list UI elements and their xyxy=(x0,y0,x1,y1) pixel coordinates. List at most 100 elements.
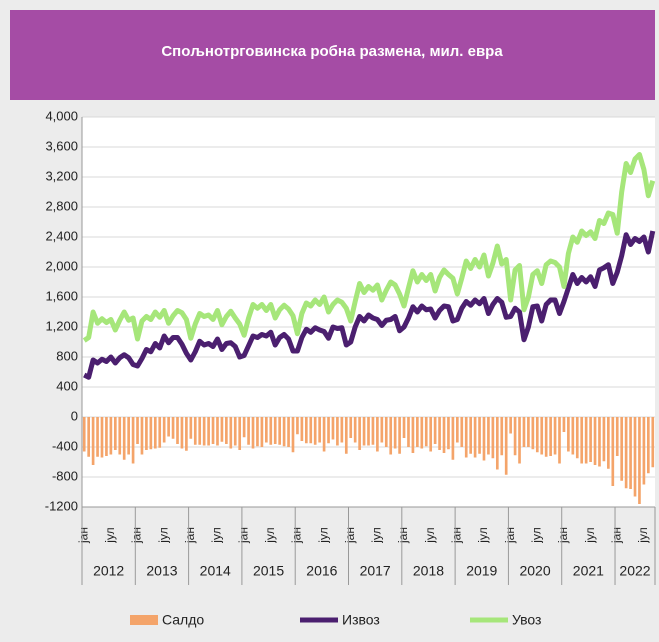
bar xyxy=(251,417,255,449)
bar xyxy=(389,417,393,455)
line xyxy=(83,230,656,380)
bar xyxy=(282,417,286,447)
bar xyxy=(340,417,344,443)
bar xyxy=(207,417,210,446)
x-tick-label: јул xyxy=(156,527,170,543)
bar xyxy=(629,417,632,489)
bar xyxy=(602,417,606,462)
bar xyxy=(180,417,184,449)
bar xyxy=(624,417,628,489)
bar xyxy=(380,417,384,443)
x-tick-label: јан xyxy=(236,527,250,544)
bar xyxy=(620,417,624,481)
bar xyxy=(327,417,330,444)
bar xyxy=(273,417,277,444)
bar xyxy=(553,417,557,455)
bar xyxy=(540,417,544,455)
y-tick-label: 800 xyxy=(56,348,78,363)
x-tick-label: јан xyxy=(76,527,90,544)
bar xyxy=(278,417,281,445)
bar xyxy=(313,417,317,445)
bar xyxy=(318,417,321,443)
bar xyxy=(451,417,455,460)
bar xyxy=(211,417,215,444)
bar xyxy=(371,417,375,445)
bar xyxy=(558,417,561,464)
bar xyxy=(287,417,290,447)
bar xyxy=(593,417,597,465)
bar xyxy=(167,417,170,437)
bar xyxy=(265,417,268,443)
bar xyxy=(216,417,219,446)
bar xyxy=(198,417,202,445)
bar xyxy=(176,417,179,444)
bar xyxy=(495,417,499,470)
y-tick-label: 0 xyxy=(71,408,78,423)
bar xyxy=(82,417,86,452)
legend-label: Салдо xyxy=(162,612,204,628)
bar xyxy=(376,417,379,452)
bar xyxy=(500,417,504,456)
bar xyxy=(544,417,548,457)
bar xyxy=(189,417,193,439)
bar xyxy=(433,417,437,444)
bar xyxy=(193,417,197,445)
bar xyxy=(91,417,95,465)
bar xyxy=(611,417,615,486)
x-tick-label: јан xyxy=(609,527,623,544)
bar xyxy=(322,417,326,452)
bar xyxy=(162,417,166,443)
bar xyxy=(598,417,601,467)
bar xyxy=(549,417,552,456)
bar xyxy=(238,417,242,450)
bar xyxy=(229,417,233,449)
bar xyxy=(429,417,433,452)
bar xyxy=(580,417,584,464)
bar xyxy=(349,417,353,438)
bar xyxy=(469,417,472,454)
bar xyxy=(584,417,588,464)
x-tick-label: јул xyxy=(210,527,224,543)
x-tick-label: јан xyxy=(130,527,144,544)
bar xyxy=(296,417,299,435)
x-tick-label: јан xyxy=(290,527,304,544)
bar xyxy=(127,417,130,455)
y-tick-label: -800 xyxy=(52,468,78,483)
bar xyxy=(149,417,153,450)
x-tick-label: јан xyxy=(343,527,357,544)
year-label: 2018 xyxy=(413,563,444,579)
y-tick-label: -1200 xyxy=(45,498,78,513)
bar xyxy=(571,417,575,455)
bar xyxy=(504,417,508,475)
bar xyxy=(460,417,464,447)
bar xyxy=(393,417,397,449)
bar xyxy=(509,417,512,434)
bar xyxy=(642,417,646,485)
bar xyxy=(367,417,370,446)
bar xyxy=(158,417,162,448)
bar xyxy=(220,417,224,442)
bar xyxy=(100,417,104,458)
bar xyxy=(478,417,481,454)
year-label: 2022 xyxy=(619,563,650,579)
bar xyxy=(633,417,637,497)
bar xyxy=(331,417,335,440)
bar xyxy=(491,417,495,459)
bar xyxy=(420,417,424,449)
bar xyxy=(651,417,655,468)
bar xyxy=(416,417,419,447)
y-tick-label: 4,000 xyxy=(45,108,78,123)
y-tick-label: 2,400 xyxy=(45,228,78,243)
x-tick-label: јул xyxy=(529,527,543,543)
bar xyxy=(113,417,117,450)
bar xyxy=(575,417,579,459)
bar xyxy=(438,417,441,450)
chart-title: Спољнотрговинска робна размена, мил. евр… xyxy=(161,43,503,60)
x-tick-label: јул xyxy=(263,527,277,543)
bar xyxy=(562,417,566,432)
bar xyxy=(589,417,592,462)
line xyxy=(82,152,656,343)
y-tick-label: 2,000 xyxy=(45,258,78,273)
x-tick-label: јул xyxy=(476,527,490,543)
year-label: 2019 xyxy=(466,563,497,579)
